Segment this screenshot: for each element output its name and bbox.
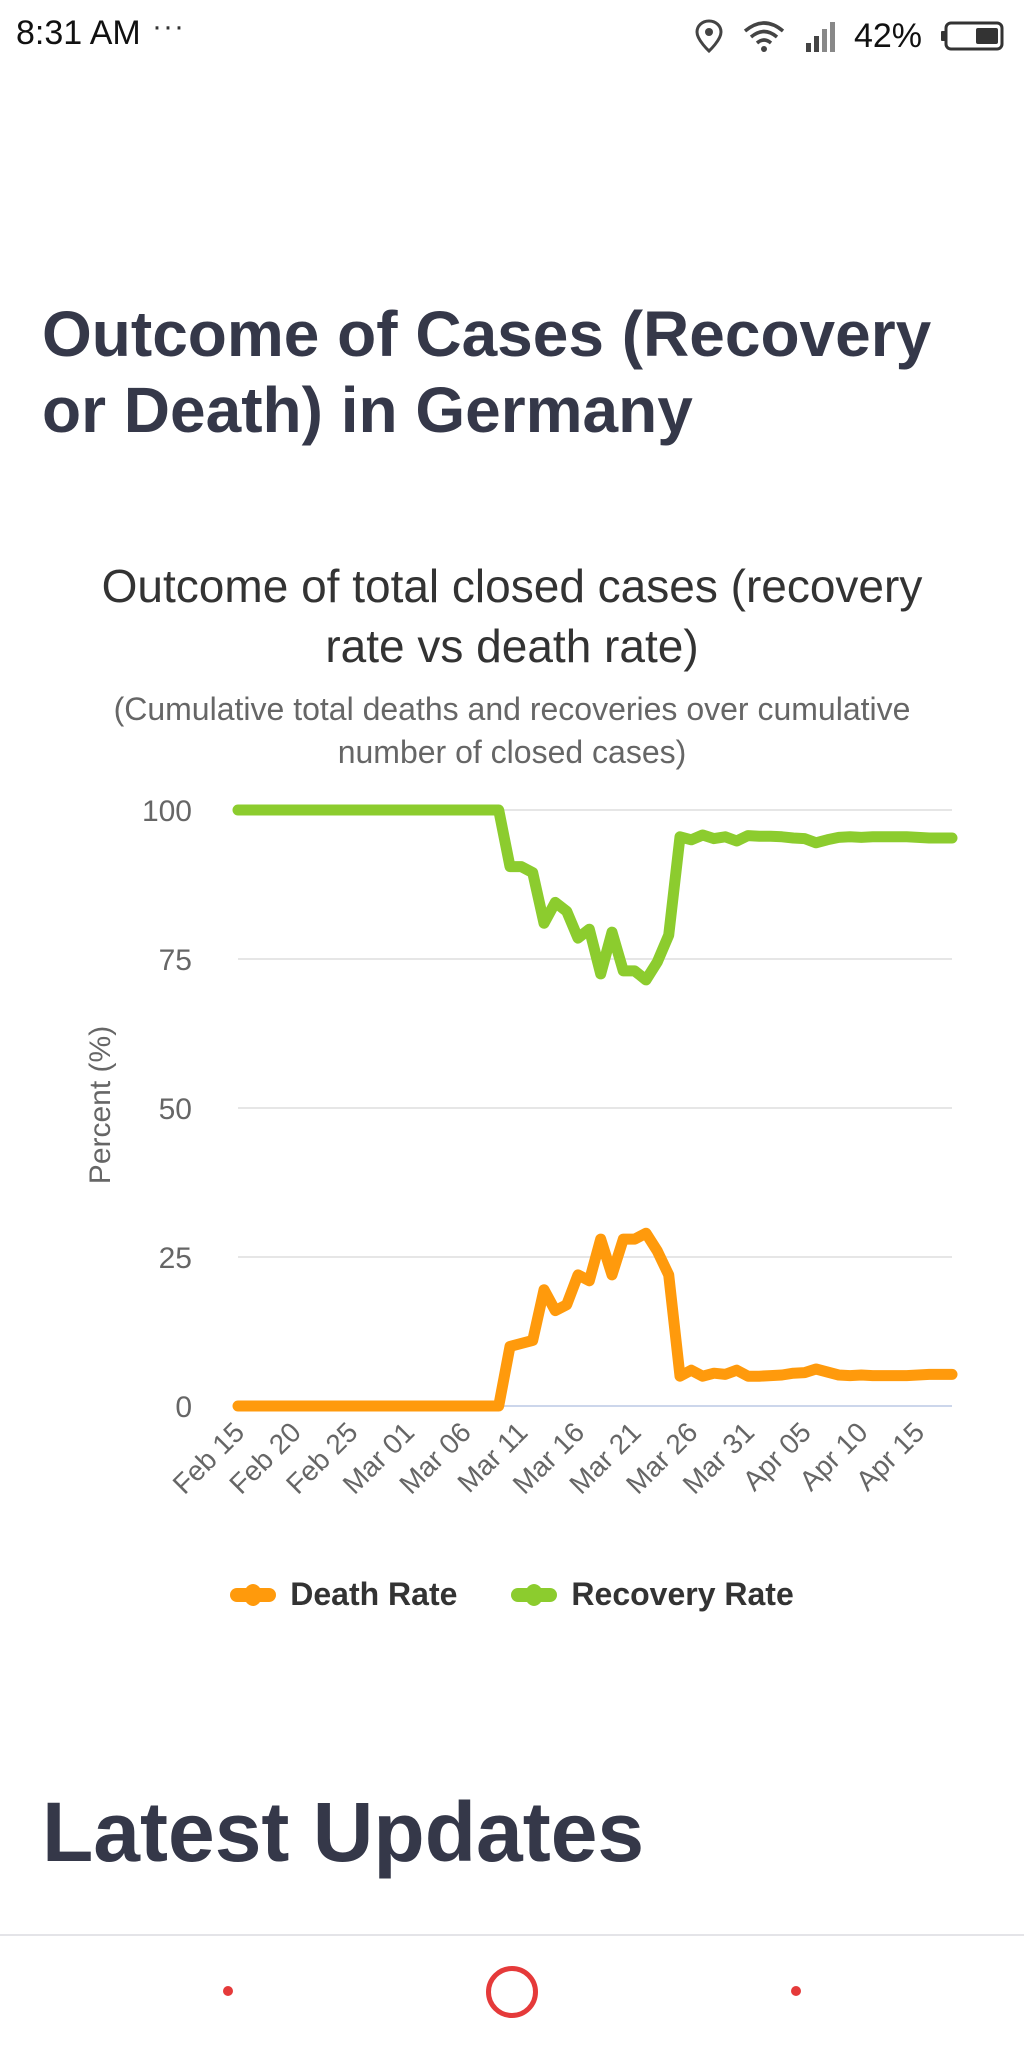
y-axis-ticks: 0 25 50 75 100	[142, 795, 192, 1424]
chart-title: Outcome of total closed cases (recovery …	[101, 560, 923, 672]
legend-death-rate[interactable]: Death Rate	[230, 1576, 457, 1613]
nav-back-button[interactable]	[791, 1986, 801, 1996]
battery-percent: 42%	[853, 16, 922, 55]
legend-recovery-label: Recovery Rate	[571, 1576, 794, 1612]
wifi-icon	[742, 19, 786, 53]
notification-dots: ···	[152, 10, 185, 43]
chart-legend: Death Rate Recovery Rate	[0, 1576, 1024, 1613]
nav-menu-button[interactable]	[223, 1986, 233, 1996]
y-tick-label: 100	[142, 795, 192, 828]
y-tick-label: 25	[159, 1242, 192, 1275]
legend-recovery-rate[interactable]: Recovery Rate	[511, 1576, 794, 1613]
status-time: 8:31 AM	[16, 14, 141, 52]
signal-icon	[804, 19, 836, 53]
legend-death-label: Death Rate	[290, 1576, 458, 1612]
y-tick-label: 0	[175, 1391, 192, 1424]
status-bar: 8:31 AM ··· 42%	[0, 0, 1024, 72]
y-axis-label: Percent (%)	[84, 1026, 117, 1184]
y-tick-label: 75	[159, 944, 192, 977]
location-icon	[694, 19, 724, 53]
grid-layer	[238, 809, 952, 1407]
recovery-rate-swatch	[511, 1583, 558, 1606]
chart-subtitle: (Cumulative total deaths and recoveries …	[113, 691, 911, 770]
status-icons: 42%	[694, 14, 1006, 58]
series-line-death-rate	[232, 1227, 958, 1412]
page-title: Outcome of Cases (Recovery or Death) in …	[42, 298, 932, 446]
battery-icon	[940, 20, 1006, 52]
death-rate-swatch	[230, 1583, 277, 1606]
y-tick-label: 50	[159, 1093, 192, 1126]
section-title-latest-updates: Latest Updates	[42, 1785, 645, 1879]
nav-home-button[interactable]	[486, 1966, 538, 2018]
series-layer	[232, 804, 958, 1412]
nav-divider	[0, 1934, 1024, 1936]
series-line-recovery-rate	[232, 804, 958, 986]
